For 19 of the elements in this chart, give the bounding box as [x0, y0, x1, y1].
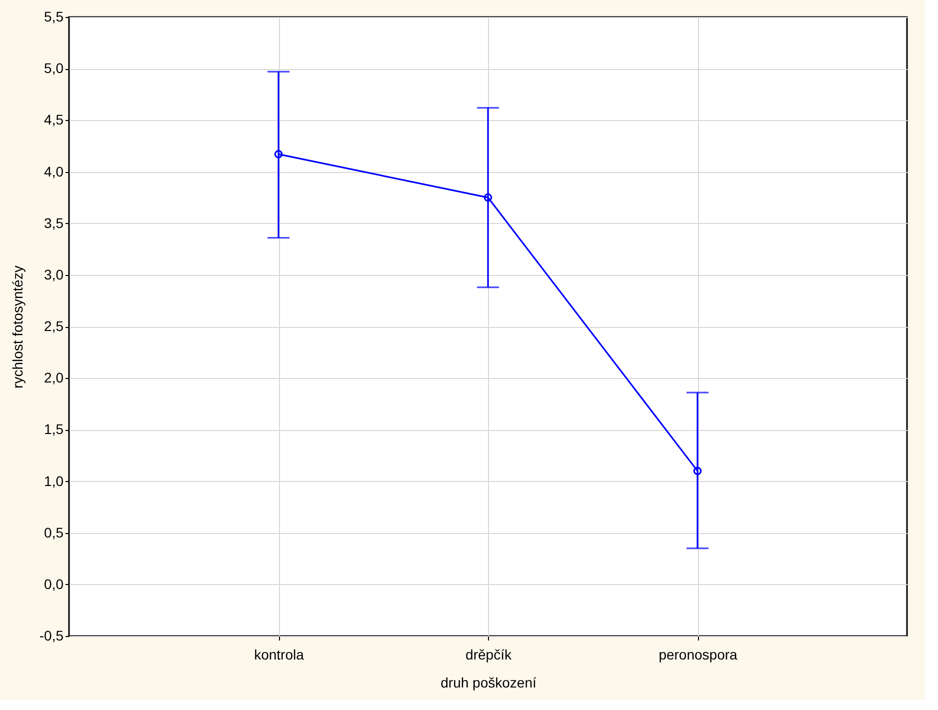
- y-tick-label: 5,0: [44, 60, 64, 76]
- y-tick-label: 0,5: [44, 524, 64, 540]
- y-tick-label: 2,0: [44, 370, 64, 386]
- y-tick-label: 4,5: [44, 112, 64, 128]
- x-tick-label: peronospora: [658, 646, 738, 662]
- y-tick-label: 1,5: [44, 421, 64, 438]
- y-tick-label: 1,0: [44, 472, 64, 489]
- x-tick-label: drěpčík: [466, 646, 512, 662]
- y-axis-title: rychlost fotosyntézy: [9, 266, 26, 388]
- y-tick-label: 5,5: [44, 8, 64, 24]
- point: [484, 193, 492, 202]
- x-axis-title: druh poškození: [440, 674, 536, 690]
- y-tick-label: 2,5: [44, 318, 64, 334]
- y-tick-label: 4,0: [44, 163, 64, 180]
- x-tick-label: kontrola: [254, 646, 304, 662]
- y-tick-label: 3,0: [44, 266, 64, 282]
- y-tick-label: 3,5: [44, 214, 64, 231]
- y-tick-label: -0,5: [39, 628, 64, 644]
- y-tick-label: 0,0: [44, 576, 64, 592]
